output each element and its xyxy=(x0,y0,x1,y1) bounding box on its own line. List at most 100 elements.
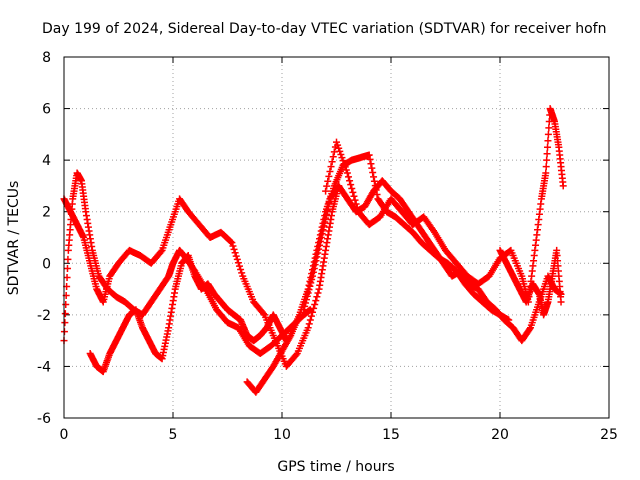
series-track-a xyxy=(60,169,314,358)
x-axis-label: GPS time / hours xyxy=(277,459,394,475)
data-point xyxy=(231,249,239,257)
y-tick-label: 4 xyxy=(42,153,51,169)
data-point xyxy=(320,222,328,230)
data-point xyxy=(308,276,316,284)
data-point xyxy=(353,204,361,212)
data-point xyxy=(286,333,294,341)
data-point xyxy=(344,173,352,181)
data-point xyxy=(309,308,317,316)
data-point xyxy=(305,286,313,294)
data-point xyxy=(327,163,335,171)
data-point xyxy=(301,302,309,310)
data-point xyxy=(352,200,360,208)
data-point xyxy=(334,141,342,149)
chart-title: Day 199 of 2024, Sidereal Day-to-day VTE… xyxy=(42,21,606,37)
data-point xyxy=(526,325,534,333)
y-tick-label: 0 xyxy=(42,256,51,272)
data-point xyxy=(543,156,551,164)
data-point xyxy=(233,255,241,263)
data-point xyxy=(237,265,245,273)
data-point xyxy=(367,160,375,168)
data-point xyxy=(339,157,347,165)
x-tick-label: 10 xyxy=(273,427,291,443)
data-point xyxy=(325,199,333,207)
data-point xyxy=(314,289,322,297)
data-point xyxy=(232,252,240,260)
data-point xyxy=(347,181,355,189)
data-point xyxy=(259,310,267,318)
x-tick-label: 20 xyxy=(491,427,509,443)
data-point xyxy=(351,196,359,204)
data-point xyxy=(326,167,334,175)
data-point xyxy=(315,241,323,249)
series-track-f xyxy=(322,105,567,306)
data-point xyxy=(543,150,551,158)
data-point xyxy=(310,304,318,312)
data-point xyxy=(313,253,321,261)
series-track-g xyxy=(496,246,565,319)
data-point xyxy=(292,351,300,359)
data-point xyxy=(311,301,319,309)
data-point xyxy=(64,255,72,263)
data-point xyxy=(368,164,376,172)
data-point xyxy=(62,301,70,309)
data-point xyxy=(318,230,326,238)
data-point xyxy=(333,138,340,146)
data-point xyxy=(370,173,378,181)
data-point xyxy=(542,169,550,177)
data-point xyxy=(350,192,358,200)
data-point xyxy=(328,158,336,166)
plot-frame xyxy=(63,56,610,419)
y-tick-label: -4 xyxy=(37,359,51,375)
data-point xyxy=(312,297,320,305)
data-point xyxy=(324,203,332,211)
data-point xyxy=(228,239,236,247)
data-point xyxy=(544,130,552,138)
data-point xyxy=(544,143,552,151)
y-tick-label: 6 xyxy=(42,102,51,118)
data-point xyxy=(314,249,322,257)
data-point xyxy=(309,272,317,280)
data-point xyxy=(336,147,344,155)
data-point xyxy=(338,154,346,162)
data-point xyxy=(305,320,313,328)
data-point xyxy=(343,169,351,177)
data-point xyxy=(307,312,315,320)
data-point xyxy=(342,166,350,174)
data-point xyxy=(238,269,246,277)
data-point xyxy=(229,242,237,250)
data-point xyxy=(300,306,308,314)
data-point xyxy=(313,293,321,301)
data-point xyxy=(317,234,325,241)
data-point xyxy=(61,310,69,318)
axis-ticks xyxy=(63,56,610,419)
data-point xyxy=(230,245,238,253)
data-point xyxy=(324,177,332,185)
data-point xyxy=(315,245,323,253)
data-point xyxy=(545,124,553,132)
y-tick-label: 8 xyxy=(42,50,51,66)
data-point xyxy=(227,238,235,246)
data-point xyxy=(341,163,349,171)
data-point xyxy=(302,299,310,307)
data-point xyxy=(63,273,71,281)
series-track-c xyxy=(86,252,290,376)
y-tick-label: -2 xyxy=(37,308,51,324)
data-point xyxy=(557,298,565,306)
data-point xyxy=(370,177,378,185)
data-point xyxy=(366,155,374,163)
data-point xyxy=(559,182,567,190)
x-tick-labels: 0 5 10 15 20 25 xyxy=(60,427,618,443)
data-point xyxy=(325,172,333,180)
data-point xyxy=(319,226,327,234)
data-point xyxy=(311,261,319,269)
y-tick-label: -6 xyxy=(37,411,51,427)
data-point xyxy=(544,137,552,145)
data-point xyxy=(309,268,317,276)
data-point xyxy=(335,144,343,152)
data-point xyxy=(348,185,356,193)
data-point xyxy=(329,153,337,161)
data-point xyxy=(303,292,311,300)
data-point xyxy=(307,279,315,287)
